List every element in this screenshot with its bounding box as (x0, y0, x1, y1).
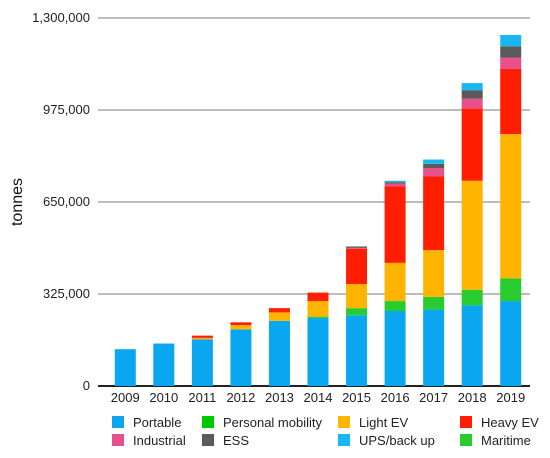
bar-segment-heavy-ev (268, 308, 290, 313)
bar-segment-ups-back-up (423, 159, 445, 164)
legend-swatch-heavy-ev (460, 416, 472, 428)
legend-label-heavy-ev: Heavy EV (481, 415, 539, 430)
bar-segment-maritime (423, 296, 445, 310)
bar-segment-portable (423, 309, 445, 386)
x-tick-label: 2009 (111, 390, 140, 405)
bar-segment-ess (384, 182, 406, 184)
legend-swatch-ups-back-up (338, 434, 350, 446)
legend-swatch-ess (202, 434, 214, 446)
bar-segment-maritime (461, 289, 483, 306)
x-tick-label: 2019 (496, 390, 525, 405)
bar-segment-industrial (423, 168, 445, 177)
bar-segment-light-ev (461, 180, 483, 290)
x-tick-label: 2018 (458, 390, 487, 405)
legend-label-light-ev: Light EV (359, 415, 408, 430)
bar-segment-industrial (384, 183, 406, 187)
bar-segment-portable (191, 339, 213, 386)
x-tick-label: 2017 (419, 390, 448, 405)
x-tick-label: 2011 (188, 390, 216, 405)
bar-segment-portable (384, 310, 406, 386)
bar-segment-heavy-ev (307, 292, 329, 302)
legend-label-portable: Portable (133, 415, 181, 430)
bar-segment-heavy-ev (230, 322, 252, 326)
bar-segment-ess (423, 163, 445, 169)
legend: Portable Personal mobility Light EV Heavy E… (112, 415, 539, 448)
x-tick-label: 2013 (265, 390, 294, 405)
x-tick-label: 2012 (226, 390, 255, 405)
y-tick-labels: 0 325,000 650,000 975,000 1,300,000 (32, 10, 90, 393)
y-tick-label: 650,000 (43, 194, 90, 209)
bar-segment-portable (230, 329, 252, 386)
legend-label-ess: ESS (223, 433, 249, 448)
bar-segment-ups-back-up (384, 180, 406, 183)
legend-label-industrial: Industrial (133, 433, 186, 448)
x-tick-label: 2016 (381, 390, 410, 405)
bar-segment-industrial (346, 247, 368, 249)
bar-segment-portable (500, 301, 522, 386)
x-tick-label: 2014 (304, 390, 333, 405)
bar-segment-heavy-ev (423, 176, 445, 251)
y-tick-label: 1,300,000 (32, 10, 90, 25)
bar-segment-heavy-ev (346, 248, 368, 285)
y-axis-title: tonnes (9, 178, 26, 226)
bar-segment-maritime (384, 301, 406, 311)
bar-segment-portable (153, 343, 175, 386)
legend-swatch-maritime (460, 434, 472, 446)
bar-segment-light-ev (230, 325, 252, 330)
bar-segment-portable (114, 349, 136, 386)
bar-segment-ess (500, 46, 522, 58)
legend-swatch-personal-mobility (202, 416, 214, 428)
bar-segment-light-ev (307, 301, 329, 317)
bar-segment-portable (307, 318, 329, 386)
bar-segment-heavy-ev (461, 108, 483, 181)
bar-segment-portable (268, 320, 290, 386)
x-tick-label: 2015 (342, 390, 371, 405)
y-tick-label: 325,000 (43, 286, 90, 301)
y-tick-label: 0 (83, 378, 90, 393)
legend-label-personal-mobility: Personal mobility (223, 415, 322, 430)
x-tick-labels: 2009 2010 2011 2012 2013 2014 2015 2016 2017 2018… (111, 390, 525, 405)
bar-segment-light-ev (346, 284, 368, 309)
bar-segment-maritime (307, 316, 329, 319)
bar-segment-portable (346, 315, 368, 386)
legend-swatch-portable (112, 416, 124, 428)
bars (114, 34, 522, 386)
bar-segment-light-ev (384, 262, 406, 302)
y-tick-label: 975,000 (43, 102, 90, 117)
bar-segment-ess (461, 90, 483, 99)
x-tick-label: 2010 (149, 390, 178, 405)
bar-segment-ess (346, 246, 368, 248)
bar-segment-light-ev (268, 312, 290, 321)
bar-segment-heavy-ev (500, 68, 522, 135)
legend-label-maritime: Maritime (481, 433, 531, 448)
gridlines (98, 17, 530, 387)
legend-label-ups-back-up: UPS/back up (359, 433, 435, 448)
bar-segment-light-ev (500, 134, 522, 279)
bar-segment-ups-back-up (461, 83, 483, 91)
bar-segment-light-ev (191, 337, 213, 340)
bar-segment-heavy-ev (191, 335, 213, 338)
bar-segment-portable (461, 305, 483, 386)
bar-segment-light-ev (423, 250, 445, 297)
bar-segment-heavy-ev (384, 186, 406, 263)
bar-segment-industrial (500, 57, 522, 69)
bar-segment-maritime (500, 278, 522, 302)
legend-swatch-light-ev (338, 416, 350, 428)
bar-segment-industrial (461, 98, 483, 109)
bar-segment-ups-back-up (500, 34, 522, 47)
bar-segment-maritime (346, 308, 368, 316)
legend-swatch-industrial (112, 434, 124, 446)
